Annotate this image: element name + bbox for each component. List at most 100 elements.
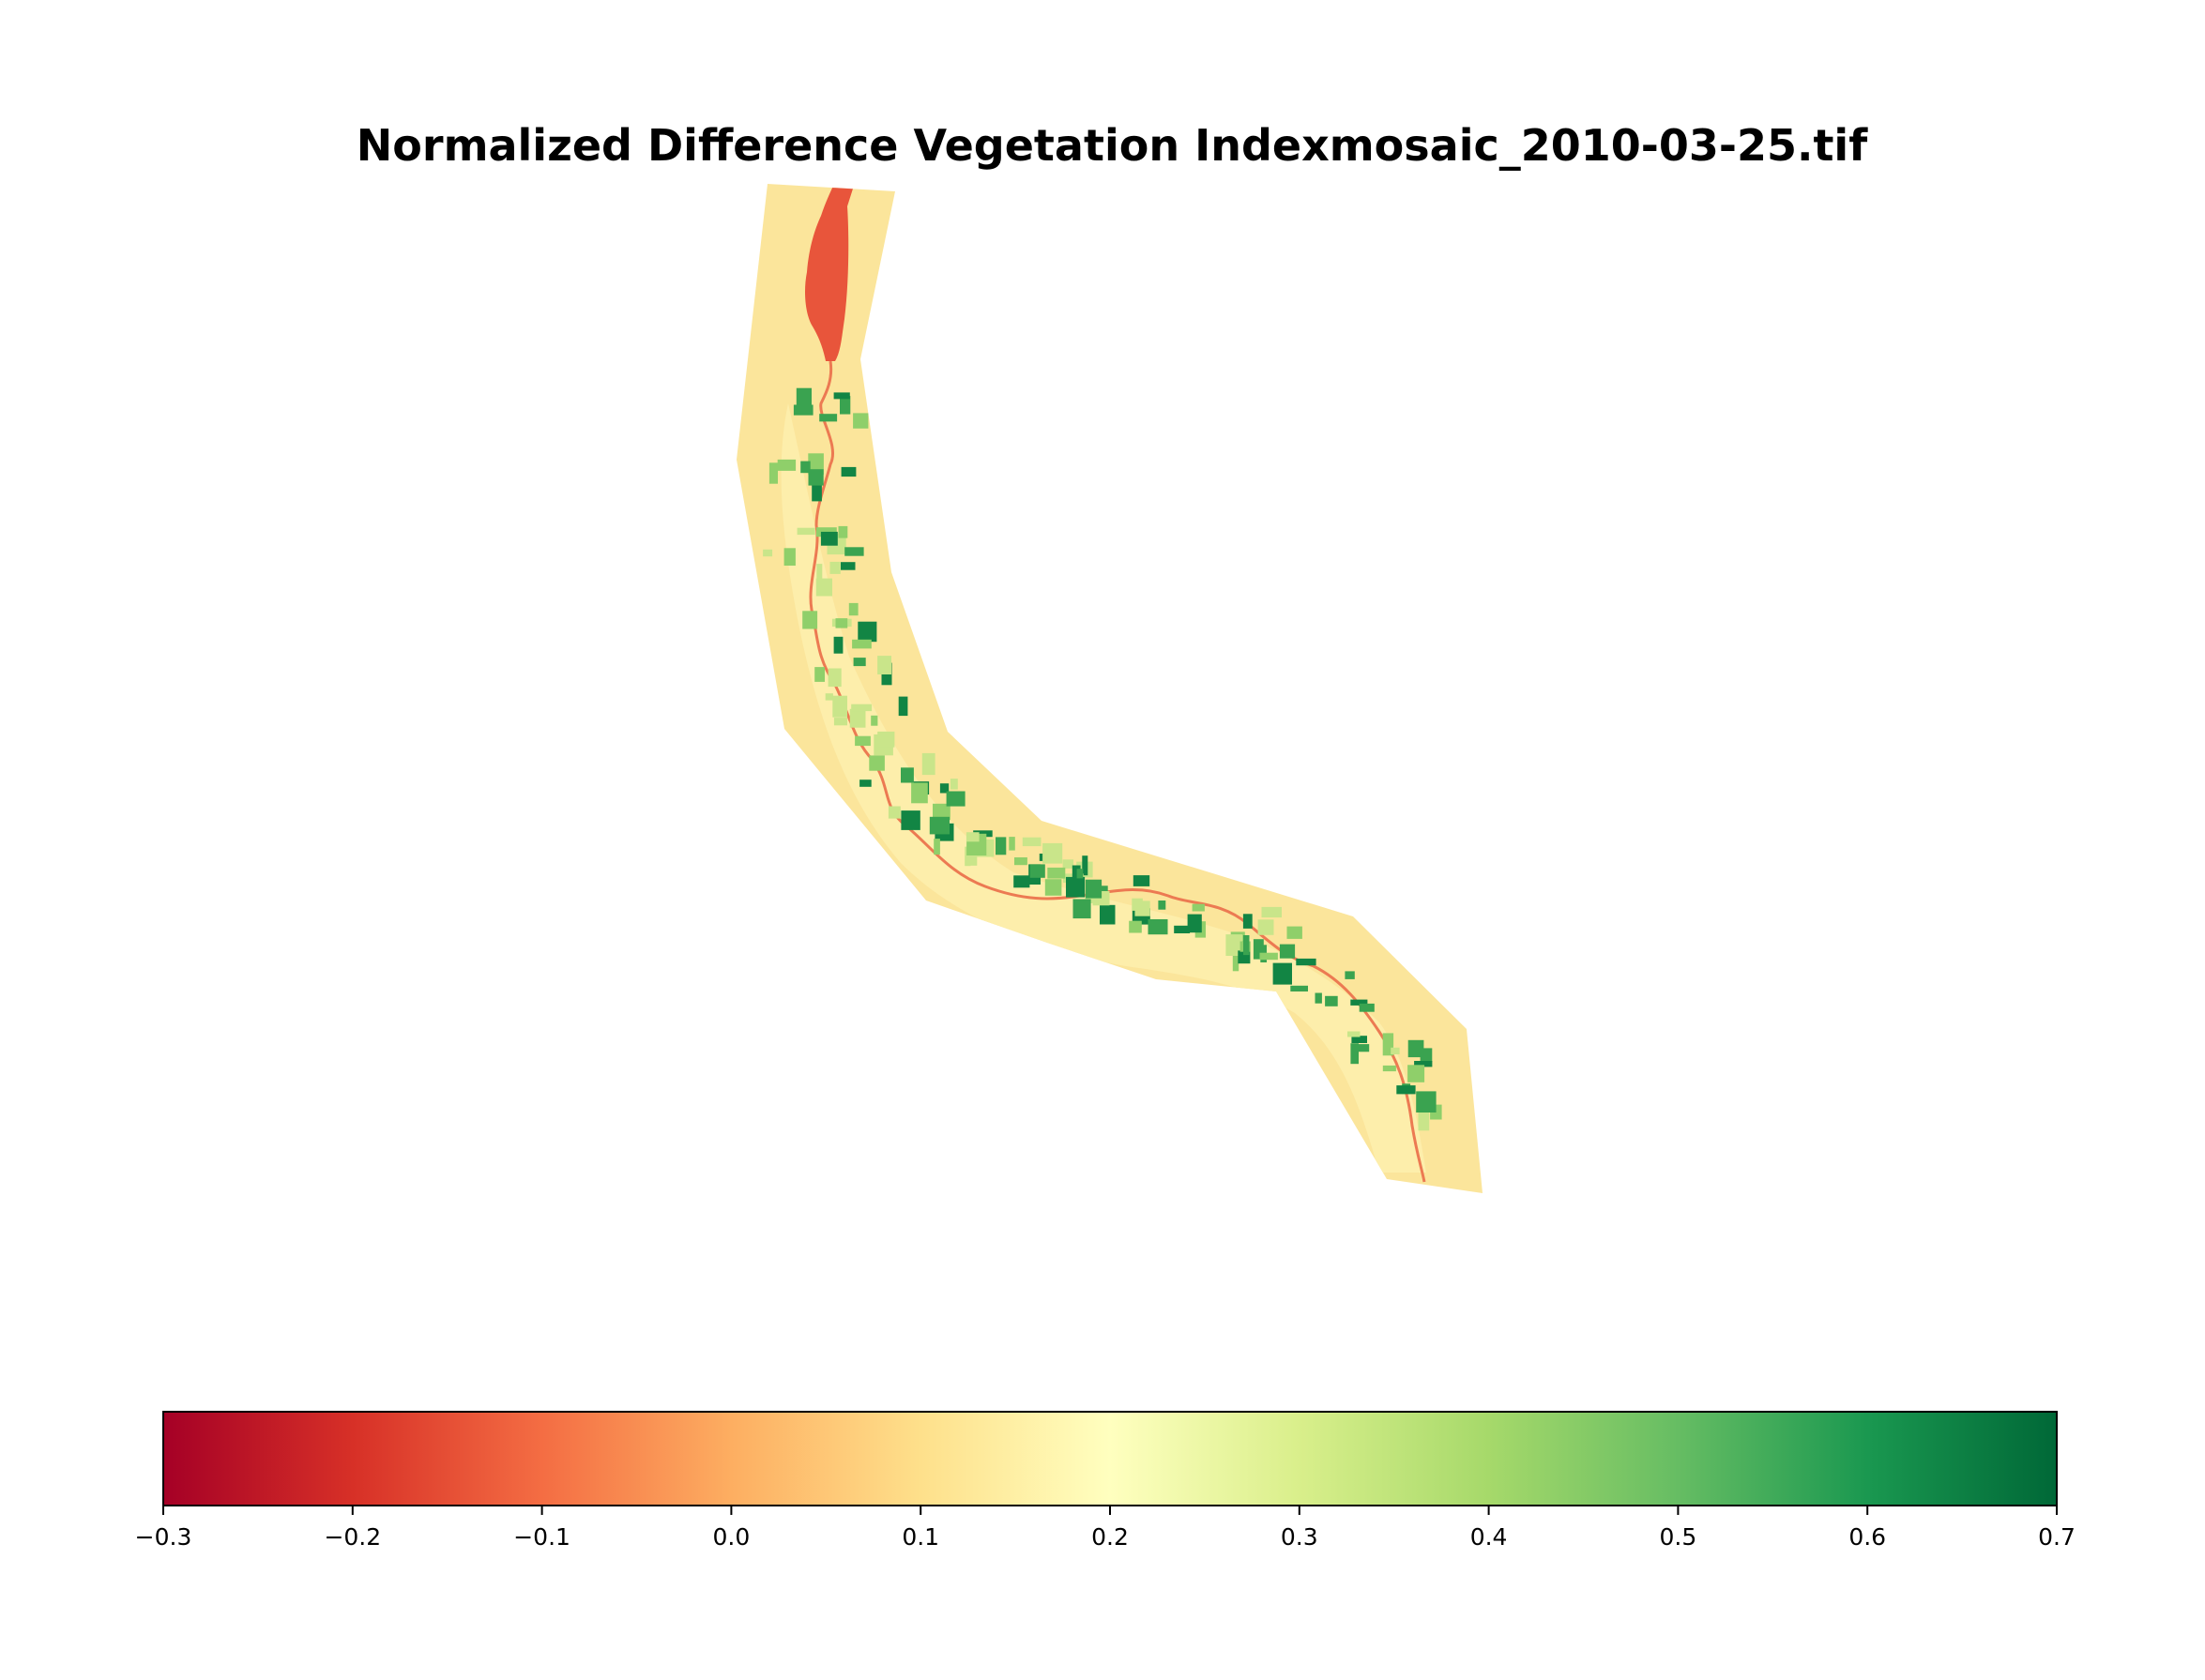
vegetation-field: [1225, 934, 1243, 956]
vegetation-field: [838, 525, 848, 538]
colorbar-ticks: −0.3 −0.2 −0.1 0.0 0.1 0.2 0.3 0.4 0.5 0.6 0.7: [135, 1506, 2076, 1551]
vegetation-field: [1272, 962, 1292, 985]
vegetation-field: [833, 636, 844, 654]
colorbar-tick-label: 0.4: [1470, 1523, 1508, 1551]
vegetation-field: [933, 803, 950, 821]
colorbar-tick-label: 0.7: [2038, 1523, 2076, 1551]
vegetation-field: [849, 708, 866, 728]
vegetation-field: [1391, 1047, 1400, 1054]
vegetation-field: [1148, 919, 1168, 935]
vegetation-field: [859, 779, 872, 787]
vegetation-field: [819, 414, 838, 422]
vegetation-field: [802, 611, 818, 629]
vegetation-field: [1259, 952, 1278, 961]
vegetation-field: [934, 839, 940, 855]
vegetation-field: [1158, 901, 1166, 910]
vegetation-field: [1085, 879, 1102, 899]
colorbar-tick-label: 0.0: [713, 1523, 751, 1551]
vegetation-field: [1355, 1044, 1370, 1052]
vegetation-field: [841, 466, 857, 477]
vegetation-field: [1014, 857, 1027, 866]
vegetation-field: [996, 837, 1007, 855]
vegetation-field: [840, 396, 851, 415]
vegetation-field: [797, 527, 815, 536]
vegetation-field: [835, 618, 848, 628]
vegetation-field: [965, 846, 971, 867]
vegetation-field: [898, 696, 908, 717]
vegetation-field: [939, 783, 950, 794]
vegetation-field: [1296, 958, 1316, 966]
vegetation-field: [1347, 1031, 1361, 1037]
vegetation-field: [1029, 864, 1045, 878]
vegetation-field: [901, 810, 920, 830]
vegetation-field: [1022, 837, 1042, 847]
vegetation-field: [852, 639, 872, 649]
vegetation-field: [967, 849, 978, 866]
colorbar-gradient: [162, 1411, 2058, 1506]
vegetation-field: [833, 718, 847, 726]
vegetation-field: [1076, 869, 1084, 879]
vegetation-field: [966, 832, 980, 842]
vegetation-field: [871, 715, 878, 726]
vegetation-field: [820, 531, 838, 546]
vegetation-field: [858, 621, 877, 643]
vegetation-field: [777, 459, 797, 471]
vegetation-field: [1062, 859, 1074, 869]
vegetation-field: [1232, 950, 1239, 972]
vegetation-field: [1253, 939, 1264, 960]
vegetation-field: [793, 404, 814, 416]
vegetation-field: [1129, 920, 1142, 933]
colorbar-tick-label: 0.1: [902, 1523, 939, 1551]
vegetation-field: [946, 791, 966, 807]
vegetation-field: [855, 735, 871, 747]
vegetation-field: [832, 695, 847, 718]
vegetation-field: [1192, 903, 1205, 912]
vegetation-fields: [763, 387, 1442, 1131]
vegetation-field: [800, 461, 811, 474]
vegetation-field: [768, 462, 778, 484]
vegetation-field: [808, 469, 824, 486]
vegetation-field: [763, 549, 773, 557]
vegetation-field: [1187, 914, 1202, 933]
colorbar-tick-label: 0.2: [1091, 1523, 1129, 1551]
vegetation-field: [1382, 1065, 1396, 1072]
colorbar-tick-label: −0.3: [135, 1523, 192, 1551]
vegetation-field: [911, 782, 928, 804]
vegetation-field: [1382, 1033, 1394, 1056]
vegetation-field: [1418, 1108, 1430, 1131]
vegetation-field: [973, 830, 993, 838]
vegetation-field: [1350, 1043, 1359, 1065]
vegetation-field: [1132, 898, 1143, 911]
vegetation-field: [1242, 914, 1253, 929]
vegetation-field: [812, 479, 822, 502]
vegetation-field: [1261, 906, 1282, 918]
vegetation-field: [1174, 925, 1191, 933]
image-footprint: [737, 184, 1483, 1193]
vegetation-field: [853, 658, 866, 667]
vegetation-field: [844, 547, 864, 556]
vegetation-field: [1407, 1039, 1424, 1058]
vegetation-field: [1351, 1036, 1367, 1043]
vegetation-field: [814, 667, 825, 682]
vegetation-field: [1315, 992, 1322, 1004]
vegetation-field: [888, 806, 901, 819]
vegetation-field: [1072, 865, 1081, 885]
vegetation-field: [816, 564, 823, 585]
vegetation-field: [869, 755, 885, 771]
colorbar-tick-label: 0.6: [1848, 1523, 1886, 1551]
vegetation-field: [1279, 944, 1296, 959]
vegetation-field: [848, 602, 859, 616]
figure-title: Normalized Difference Vegetation Indexmo…: [356, 120, 1868, 171]
vegetation-field: [853, 413, 869, 429]
vegetation-field: [1350, 999, 1368, 1006]
vegetation-field: [1133, 875, 1150, 886]
vegetation-field: [1100, 904, 1116, 925]
vegetation-field: [829, 561, 841, 574]
vegetation-field: [1257, 919, 1274, 935]
vegetation-field: [929, 816, 950, 835]
vegetation-field: [1042, 842, 1063, 864]
vegetation-field: [1407, 1065, 1425, 1082]
vegetation-field: [901, 767, 914, 783]
